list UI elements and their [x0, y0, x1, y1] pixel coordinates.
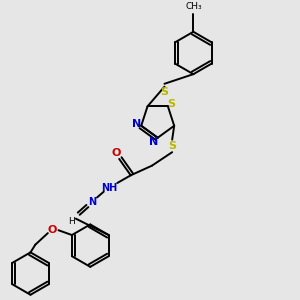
Text: S: S — [160, 86, 168, 97]
Text: N: N — [132, 119, 141, 129]
Text: NH: NH — [101, 183, 118, 193]
Text: S: S — [168, 141, 176, 152]
Text: N: N — [149, 136, 158, 147]
Text: CH₃: CH₃ — [185, 2, 202, 10]
Text: H: H — [69, 217, 75, 226]
Text: O: O — [112, 148, 121, 158]
Text: O: O — [48, 225, 57, 235]
Text: N: N — [88, 197, 96, 207]
Text: S: S — [167, 99, 175, 110]
